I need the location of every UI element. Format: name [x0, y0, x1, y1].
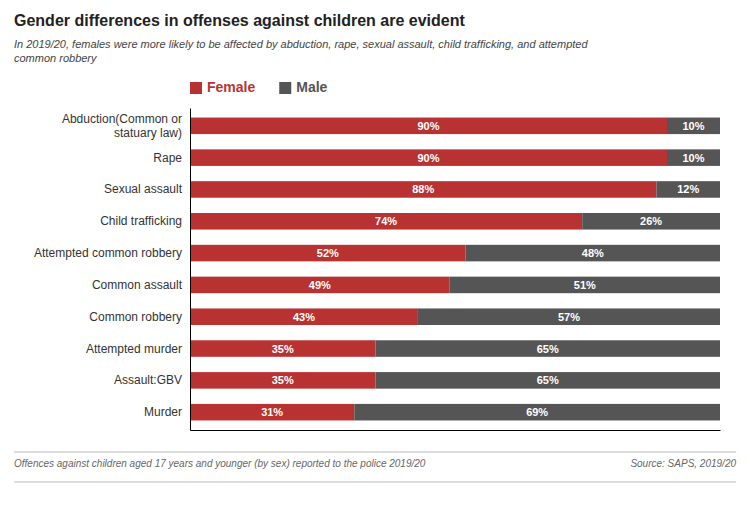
tick: Common assault: [92, 278, 190, 292]
bar: [376, 340, 721, 357]
tick-label: Sexual assault: [104, 182, 183, 196]
text-line: In 2019/20, females were more likely to …: [14, 38, 588, 50]
bar: [190, 340, 376, 357]
data-label: 12%: [677, 183, 699, 195]
tick: Attempted common robbery: [34, 246, 190, 260]
data-label: 48%: [582, 247, 604, 259]
tick: Assault:GBV: [114, 373, 190, 387]
bars: [190, 118, 720, 421]
bar: [190, 277, 450, 294]
x-axis: [191, 430, 721, 431]
chart: Gender differences in offenses against c…: [0, 0, 750, 512]
data-label: 69%: [526, 406, 548, 418]
tick: Common robbery: [89, 310, 190, 324]
bar: [667, 149, 720, 166]
data-label: 31%: [261, 406, 283, 418]
tick-label: Assault:GBV: [114, 373, 182, 387]
text-line: statuary law): [114, 126, 182, 140]
legend-label: Female: [207, 79, 255, 95]
data-label: 65%: [537, 343, 559, 355]
data-labels: 90% 90% 88% 74% 52% 49% 43% 35% 35% 31% 10% 10% 12% 2…: [261, 120, 705, 418]
bar: [450, 277, 720, 294]
plot: Female Male 90% 90% 88% 74% 52% 49% 43% 35% 35% 31%…: [34, 79, 721, 431]
tick-label: Attempted murder: [86, 342, 182, 356]
legend-item: Male: [279, 79, 327, 95]
bar: [190, 181, 656, 198]
text-line: Rape: [153, 151, 182, 165]
bar: [418, 308, 720, 325]
data-label: 65%: [537, 374, 559, 386]
separator: [14, 452, 736, 453]
bar: [190, 308, 418, 325]
series-bars: [354, 118, 720, 421]
data-label: 90%: [417, 152, 439, 164]
text-line: Abduction(Common or: [62, 112, 182, 126]
tick-label: Common robbery: [89, 310, 182, 324]
data-label: 51%: [574, 279, 596, 291]
bar: [190, 118, 667, 135]
bar: [466, 245, 720, 262]
tick: Murder: [144, 405, 190, 419]
tick-label: Attempted common robbery: [34, 246, 182, 260]
legend-swatch: [279, 82, 291, 94]
data-label: 43%: [293, 311, 315, 323]
bar: [190, 245, 466, 262]
separator: [14, 482, 736, 483]
bar: [582, 213, 720, 230]
legend-label: Male: [296, 79, 327, 95]
bar: [667, 118, 720, 135]
text-line: common robbery: [14, 52, 98, 64]
x-axis-line: [191, 430, 721, 431]
text-line: Attempted murder: [86, 342, 182, 356]
footnote: Offences against children aged 17 years …: [14, 458, 426, 469]
data-label: 52%: [317, 247, 339, 259]
data-label: 26%: [640, 215, 662, 227]
y-axis-line: [190, 109, 191, 431]
tick-label: Abduction(Common orstatuary law): [62, 112, 182, 140]
data-label: 57%: [558, 311, 580, 323]
tick: Attempted murder: [86, 342, 190, 356]
data-label: 49%: [309, 279, 331, 291]
tick: Abduction(Common orstatuary law): [62, 112, 190, 140]
tick-label: Common assault: [92, 278, 183, 292]
y-axis: Abduction(Common orstatuary law) Rape Sexu…: [34, 109, 191, 431]
data-label: 35%: [272, 343, 294, 355]
bar: [376, 372, 721, 389]
tick-label: Child trafficking: [100, 214, 182, 228]
tick-label: Rape: [153, 151, 182, 165]
tick: Child trafficking: [100, 214, 190, 228]
bar: [656, 181, 720, 198]
bar: [354, 404, 720, 421]
subtitle: In 2019/20, females were more likely to …: [14, 38, 588, 64]
text-line: Attempted common robbery: [34, 246, 182, 260]
legend-swatch: [190, 82, 202, 94]
text-line: Common robbery: [89, 310, 182, 324]
source: Source: SAPS, 2019/20: [630, 458, 736, 469]
data-label: 88%: [412, 183, 434, 195]
text-line: Murder: [144, 405, 182, 419]
data-label: 10%: [682, 120, 704, 132]
data-label: 10%: [682, 152, 704, 164]
text-line: Common assault: [92, 278, 183, 292]
bar: [190, 213, 582, 230]
text-line: Child trafficking: [100, 214, 182, 228]
bar: [190, 404, 354, 421]
tick-label: Murder: [144, 405, 182, 419]
title: Gender differences in offenses against c…: [14, 12, 465, 29]
legend: Female Male: [190, 79, 328, 95]
data-label: 35%: [272, 374, 294, 386]
tick: Sexual assault: [104, 182, 190, 196]
bar: [190, 372, 376, 389]
bar: [190, 149, 667, 166]
text-line: Sexual assault: [104, 182, 183, 196]
data-label: 90%: [417, 120, 439, 132]
tick: Rape: [153, 151, 190, 165]
data-label: 74%: [375, 215, 397, 227]
legend-item: Female: [190, 79, 255, 95]
text-line: Assault:GBV: [114, 373, 182, 387]
